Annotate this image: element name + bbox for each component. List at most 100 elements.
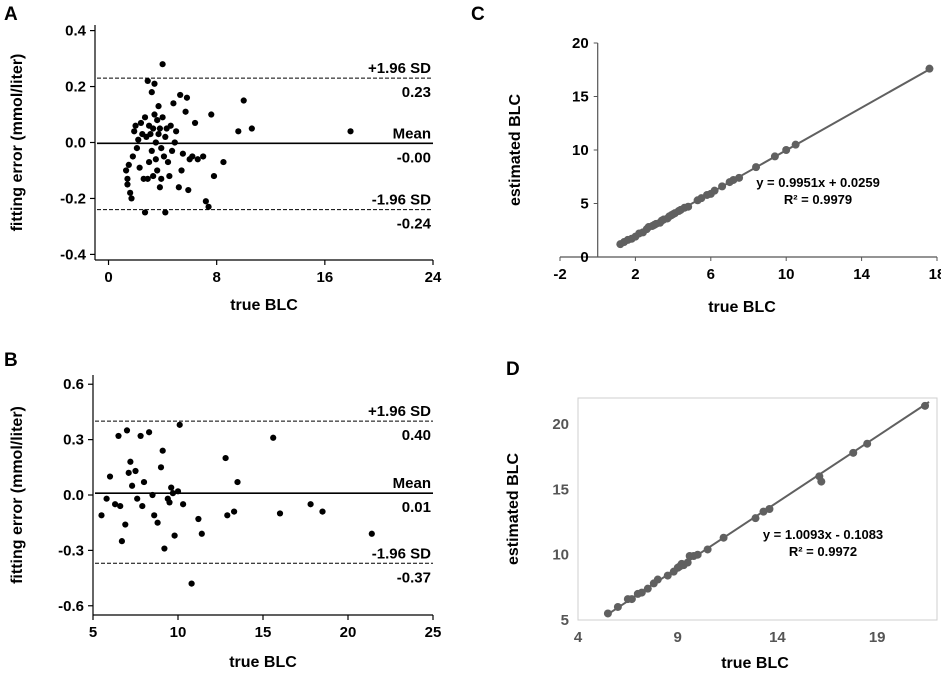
data-point-c	[718, 182, 727, 191]
data-point-a	[154, 167, 161, 174]
data-point-a	[152, 139, 159, 146]
data-point-b	[159, 447, 166, 454]
data-point-b	[115, 432, 122, 440]
data-point-a	[191, 119, 199, 127]
panel-letter-a: A	[4, 4, 18, 25]
data-point-a	[151, 80, 158, 87]
data-point-d	[765, 505, 774, 513]
lower-value-a: -0.24	[397, 216, 432, 233]
data-point-a	[136, 164, 143, 171]
data-point-b	[231, 508, 238, 515]
x-tick-label-a: 0	[104, 269, 112, 286]
data-point-b	[123, 427, 131, 434]
data-point-d	[921, 401, 930, 410]
data-point-a	[185, 186, 192, 194]
mean-value-a: -0.00	[397, 149, 431, 166]
data-point-b	[161, 545, 168, 552]
x-tick-label-b: 20	[340, 624, 357, 641]
x-axis-label-b: true BLC	[229, 654, 297, 671]
data-point-d	[637, 588, 646, 597]
chart-b: 5 10 15 20 25 -0.6 -0.3 0.0 0.3 0.6 true BLC fittin…	[9, 375, 441, 671]
plot-frame-d	[577, 397, 938, 621]
data-point-b	[151, 512, 158, 519]
data-point-d	[653, 575, 662, 584]
data-point-b	[368, 530, 375, 537]
data-point-a	[177, 91, 184, 99]
lower-value-b: -0.37	[397, 569, 431, 586]
data-point-a	[205, 203, 212, 210]
data-point-a	[152, 156, 159, 163]
data-point-d	[849, 448, 858, 457]
data-point-a	[158, 175, 165, 182]
y-axis-label-a: fitting error (mmol/liter)	[9, 54, 26, 232]
data-point-a	[194, 156, 201, 163]
y-tick-label-b: 0.6	[63, 376, 84, 393]
x-tick-label-d: 9	[674, 629, 682, 646]
data-point-b	[129, 482, 136, 489]
data-point-b	[188, 580, 195, 587]
data-point-a	[156, 184, 163, 191]
data-point-a	[179, 150, 186, 157]
data-point-b	[180, 501, 187, 508]
y-tick-label-a: -0.2	[60, 190, 86, 207]
data-point-a	[170, 100, 177, 107]
data-point-a	[173, 128, 180, 135]
data-point-a	[168, 147, 176, 154]
data-point-d	[663, 571, 672, 580]
data-point-b	[127, 458, 134, 465]
data-point-b	[176, 421, 183, 428]
chart-d: 4 9 14 19 5 10 15 20 true BLC estimated BLC y = 1.…	[505, 397, 938, 672]
data-point-c	[684, 202, 693, 211]
data-point-a	[125, 161, 132, 168]
data-point-a	[144, 175, 151, 182]
data-point-b	[168, 484, 175, 491]
upper-label-b: +1.96 SD	[368, 403, 431, 420]
x-axis-label-a: true BLC	[230, 297, 298, 314]
data-point-b	[137, 432, 144, 440]
data-point-b	[276, 510, 284, 517]
data-point-d	[751, 514, 760, 523]
data-point-b	[166, 499, 173, 506]
lower-label-a: -1.96 SD	[372, 192, 431, 209]
data-point-b	[319, 508, 326, 515]
y-tick-label-b: -0.6	[58, 598, 84, 615]
data-point-b	[122, 521, 129, 528]
data-point-c	[752, 163, 761, 172]
data-point-b	[198, 530, 205, 537]
data-point-a	[347, 128, 354, 135]
mean-label-b: Mean	[393, 475, 431, 492]
y-tick-label-a: -0.4	[60, 246, 87, 263]
data-point-a	[150, 172, 157, 180]
data-point-b	[118, 538, 125, 545]
data-point-a	[183, 94, 191, 101]
upper-label-a: +1.96 SD	[368, 60, 431, 77]
data-point-b	[195, 515, 202, 523]
data-point-a	[122, 167, 130, 174]
data-point-b	[98, 512, 105, 519]
data-point-a	[208, 111, 215, 118]
data-point-c	[925, 64, 934, 73]
upper-value-a: 0.23	[402, 84, 431, 101]
x-tick-label-c: -2	[553, 266, 566, 283]
r-squared-d: R² = 0.9972	[789, 544, 857, 559]
x-tick-label-c: 14	[853, 266, 870, 283]
mean-label-a: Mean	[393, 125, 431, 142]
x-tick-label-c: 18	[929, 266, 941, 283]
data-point-c	[770, 152, 779, 161]
data-point-b	[234, 478, 241, 486]
data-point-a	[162, 209, 169, 216]
data-point-a	[167, 122, 174, 129]
data-point-a	[127, 189, 134, 196]
data-point-b	[157, 464, 165, 471]
y-tick-label-d: 15	[552, 481, 569, 498]
data-point-d	[643, 584, 652, 593]
data-point-a	[135, 136, 142, 143]
data-point-d	[627, 595, 636, 604]
data-point-a	[141, 114, 149, 121]
equation-d: y = 1.0093x - 0.1083	[763, 527, 883, 542]
data-point-b	[149, 491, 156, 499]
data-point-a	[202, 198, 209, 205]
upper-value-b: 0.40	[402, 427, 431, 444]
x-tick-label-d: 19	[869, 629, 886, 646]
